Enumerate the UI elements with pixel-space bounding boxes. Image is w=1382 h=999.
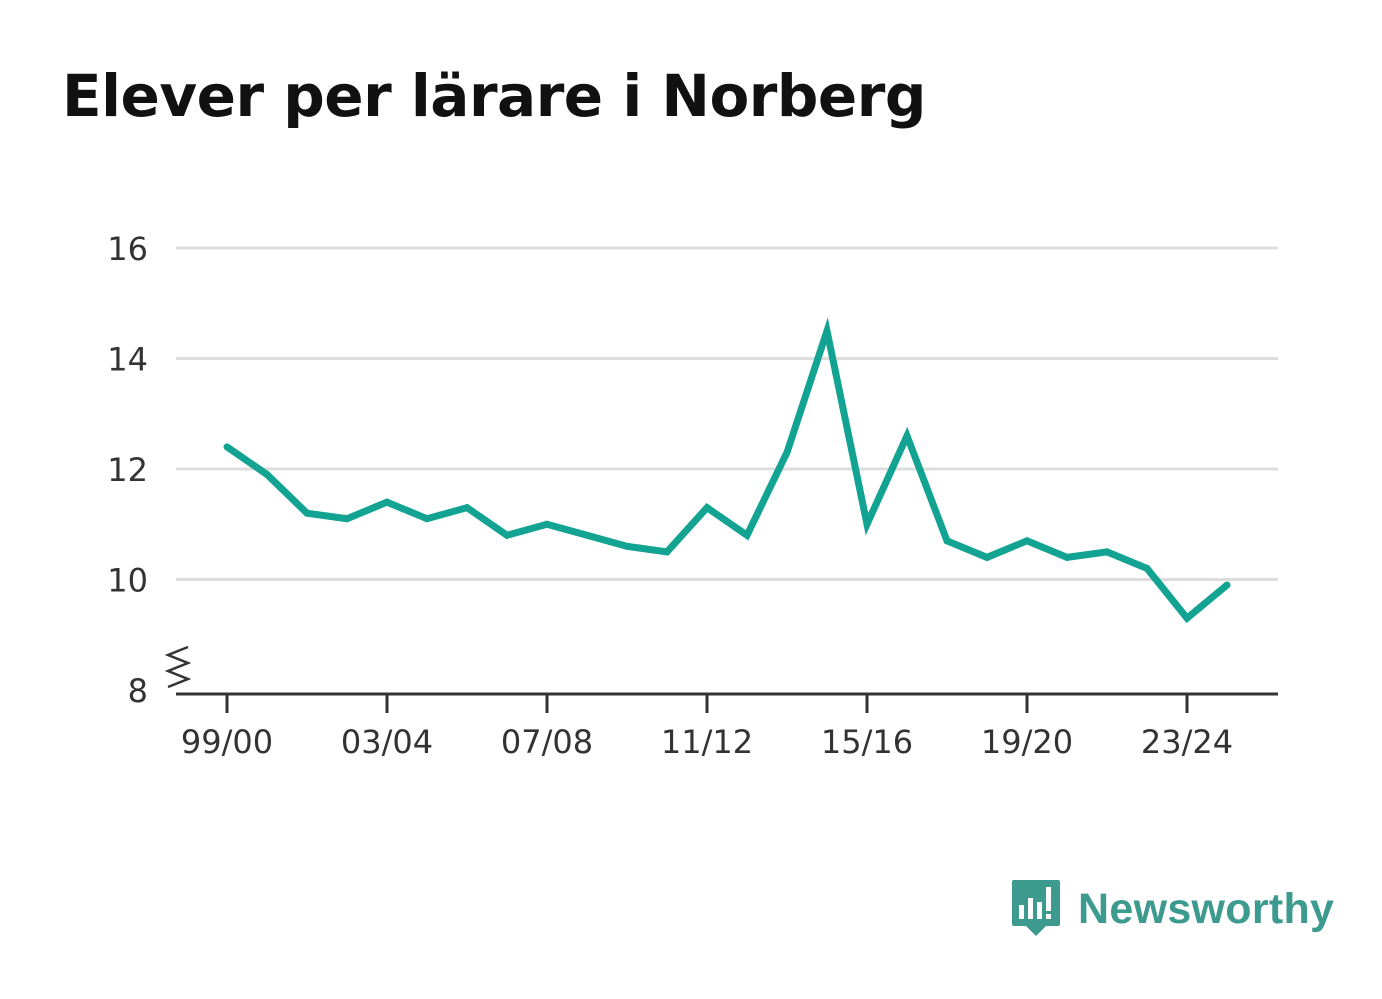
data-point	[1063, 553, 1071, 561]
data-point	[983, 553, 991, 561]
data-point	[543, 520, 551, 528]
series-line	[225, 317, 1230, 624]
y-axis-ticks: 8 10 12 14 16	[107, 230, 148, 710]
data-point	[663, 548, 671, 556]
data-point	[1023, 537, 1031, 545]
data-point	[383, 498, 391, 506]
x-tick-label: 99/00	[181, 723, 273, 761]
data-point	[223, 443, 231, 451]
y-tick-label: 14	[107, 341, 148, 379]
x-axis-ticks: 99/00 03/04 07/08 11/12 15/16 19/20 23/24	[181, 694, 1233, 761]
data-point	[263, 471, 271, 479]
x-tick-label: 03/04	[341, 723, 433, 761]
data-point	[823, 327, 831, 335]
chart-title: Elever per lärare i Norberg	[62, 62, 926, 130]
data-point	[503, 531, 511, 539]
x-tick-label: 23/24	[1141, 723, 1233, 761]
y-tick-label: 10	[107, 562, 148, 600]
grid-lines	[176, 246, 1278, 581]
data-point	[1183, 614, 1191, 622]
data-point	[863, 520, 871, 528]
series-layer	[223, 317, 1231, 624]
x-tick-label: 07/08	[501, 723, 593, 761]
data-point	[783, 448, 791, 456]
axis-break-icon	[164, 645, 192, 689]
y-tick-label: 12	[107, 451, 148, 489]
y-tick-label: 16	[107, 230, 148, 268]
x-tick-label: 19/20	[981, 723, 1073, 761]
data-point	[343, 515, 351, 523]
data-point	[903, 432, 911, 440]
data-point	[703, 504, 711, 512]
data-point	[943, 537, 951, 545]
data-point	[623, 542, 631, 550]
data-point	[303, 509, 311, 517]
x-tick-label: 15/16	[821, 723, 913, 761]
data-point	[1103, 548, 1111, 556]
bar-chart-speech-bubble-icon	[1012, 880, 1060, 936]
brand-logo: Newsworthy	[1010, 878, 1334, 940]
y-tick-label: 8	[128, 672, 148, 710]
data-point	[583, 531, 591, 539]
data-point	[423, 515, 431, 523]
data-point	[1143, 564, 1151, 572]
x-tick-label: 11/12	[661, 723, 753, 761]
data-point	[463, 504, 471, 512]
data-point	[1223, 581, 1231, 589]
data-point	[743, 531, 751, 539]
brand-name: Newsworthy	[1078, 884, 1335, 933]
